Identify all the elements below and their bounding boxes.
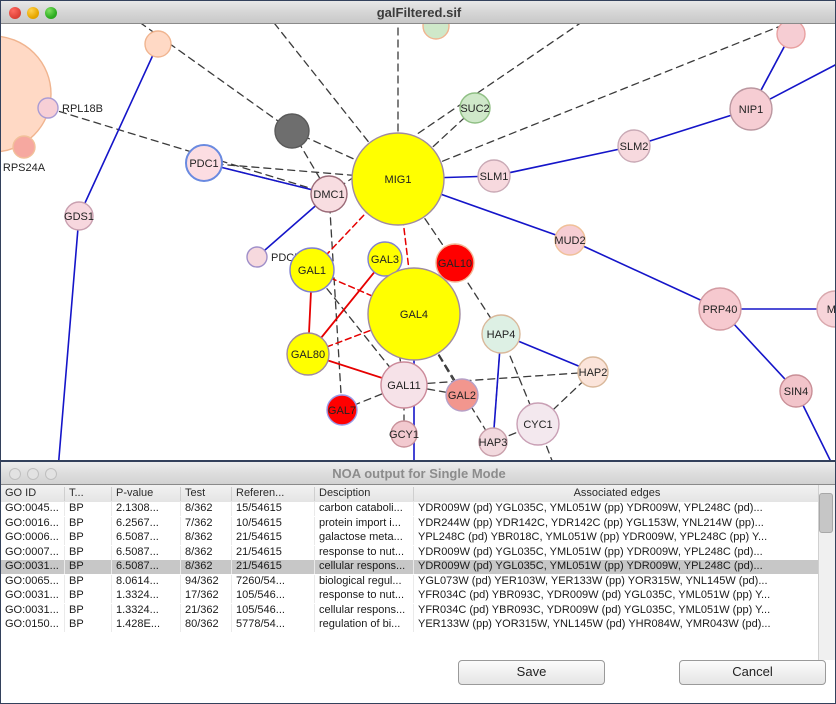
svg-text:MIG1: MIG1 — [385, 174, 412, 186]
svg-text:HAP3: HAP3 — [479, 437, 508, 449]
svg-text:MUD2: MUD2 — [554, 235, 585, 247]
svg-text:HAP4: HAP4 — [487, 329, 516, 341]
svg-text:NIP1: NIP1 — [739, 104, 763, 116]
svg-text:SLM1: SLM1 — [480, 171, 509, 183]
svg-text:GAL10: GAL10 — [438, 258, 472, 270]
svg-text:SLM2: SLM2 — [620, 141, 649, 153]
svg-text:RPS24A: RPS24A — [3, 162, 46, 174]
svg-text:RPL18B: RPL18B — [62, 103, 103, 115]
svg-text:GAL3: GAL3 — [371, 254, 399, 266]
svg-text:PDC1: PDC1 — [189, 158, 218, 170]
svg-text:SUC2: SUC2 — [460, 103, 489, 115]
svg-text:GAL1: GAL1 — [298, 265, 326, 277]
svg-text:GAL11: GAL11 — [387, 380, 420, 392]
svg-text:SIN4: SIN4 — [784, 386, 808, 398]
svg-text:GCY1: GCY1 — [389, 429, 419, 441]
svg-text:CYC1: CYC1 — [523, 419, 552, 431]
svg-text:GAL7: GAL7 — [328, 405, 356, 417]
svg-text:GAL4: GAL4 — [400, 309, 428, 321]
svg-text:MS: MS — [827, 304, 836, 316]
svg-text:GAL2: GAL2 — [448, 390, 476, 402]
svg-text:GAL80: GAL80 — [291, 349, 325, 361]
svg-text:PRP40: PRP40 — [703, 304, 738, 316]
svg-text:HAP2: HAP2 — [579, 367, 608, 379]
svg-text:DMC1: DMC1 — [313, 189, 344, 201]
svg-text:GDS1: GDS1 — [64, 211, 94, 223]
